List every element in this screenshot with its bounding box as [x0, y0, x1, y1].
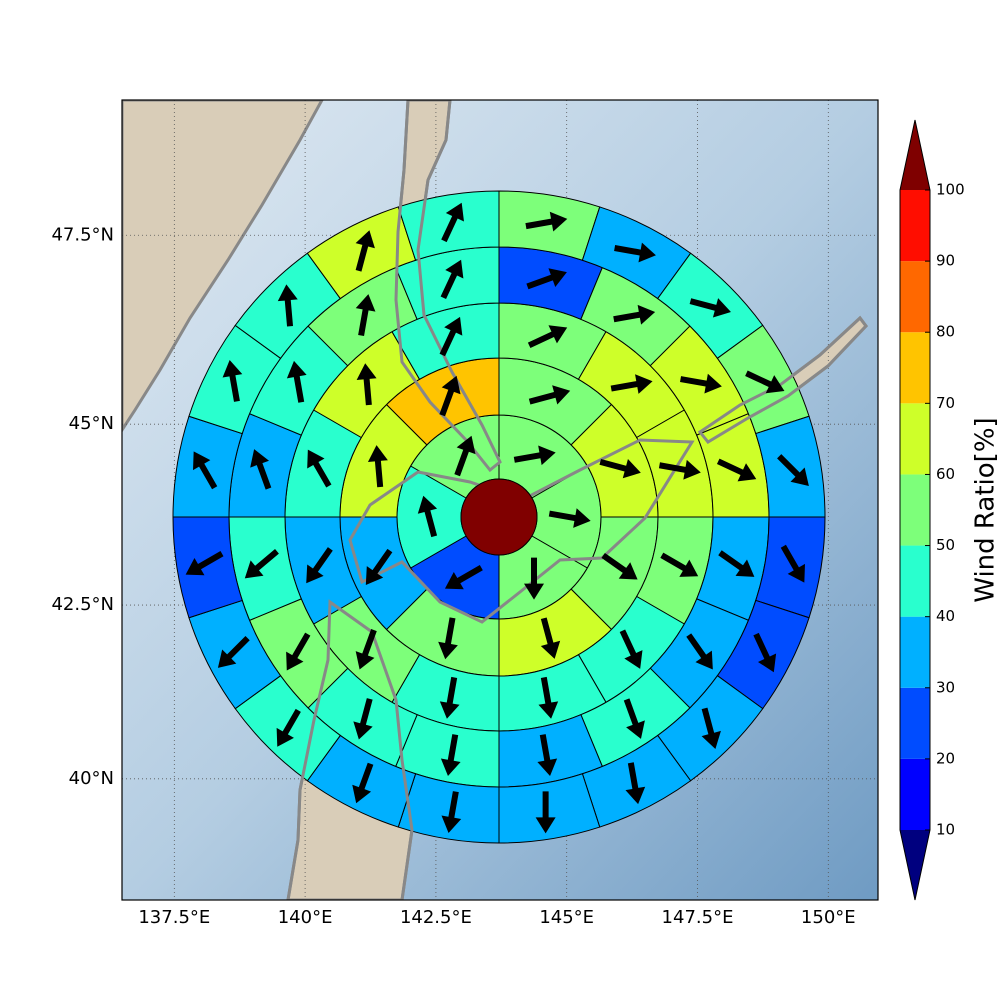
- colorbar-tick-label: 80: [936, 323, 955, 341]
- colorbar-segment: [900, 617, 930, 688]
- colorbar-tick-label: 100: [936, 181, 965, 199]
- x-tick-label: 145°E: [539, 907, 594, 928]
- y-tick-label: 42.5°N: [51, 594, 114, 615]
- colorbar-tick-label: 70: [936, 394, 955, 412]
- colorbar-tick-label: 90: [936, 252, 955, 270]
- colorbar-tick-label: 40: [936, 607, 955, 625]
- colorbar-segment: [900, 403, 930, 474]
- colorbar-segment: [900, 190, 930, 261]
- colorbar-segment: [900, 474, 930, 545]
- colorbar-segment: [900, 261, 930, 332]
- y-tick-label: 45°N: [69, 413, 114, 434]
- colorbar-tick-label: 10: [936, 821, 955, 839]
- colorbar-segment: [900, 332, 930, 403]
- colorbar-segment: [900, 546, 930, 617]
- colorbar-segment: [900, 688, 930, 759]
- colorbar-segment: [900, 759, 930, 830]
- y-tick-label: 40°N: [69, 768, 114, 789]
- x-tick-label: 142.5°E: [400, 907, 472, 928]
- y-tick-label: 47.5°N: [51, 224, 114, 245]
- colorbar-extend-high: [900, 120, 930, 190]
- colorbar: 10 20 30 40 50 60 70 80 90 100: [900, 120, 965, 900]
- colorbar-tick-label: 30: [936, 678, 955, 696]
- x-tick-label: 140°E: [278, 907, 333, 928]
- x-tick-label: 147.5°E: [662, 907, 734, 928]
- center-disc: [461, 479, 537, 555]
- colorbar-tick-label: 60: [936, 465, 955, 483]
- colorbar-extend-low: [900, 830, 930, 900]
- colorbar-tick-label: 50: [936, 536, 955, 554]
- x-tick-label: 137.5°E: [138, 907, 210, 928]
- colorbar-label: Wind Ratio[%]: [971, 417, 1000, 602]
- x-tick-label: 150°E: [801, 907, 856, 928]
- colorbar-tick-label: 20: [936, 749, 955, 767]
